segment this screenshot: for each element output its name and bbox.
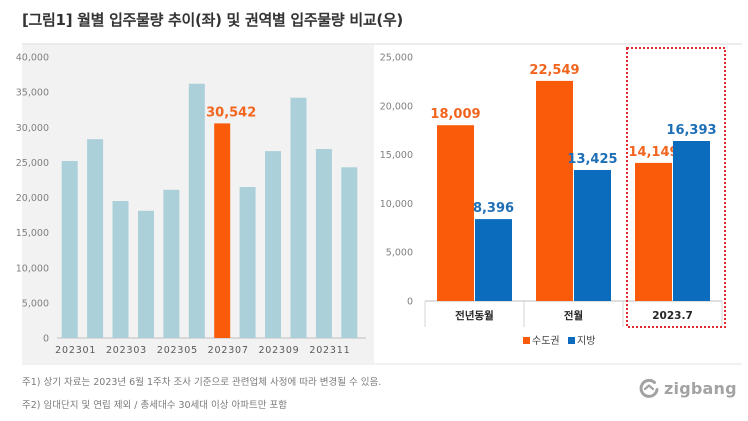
category-label: 전월: [564, 309, 583, 322]
left-y-tick-label: 25,000: [16, 158, 49, 169]
month-bar: [112, 201, 129, 338]
month-bar: [138, 210, 154, 338]
legend-swatch-regional: [568, 337, 575, 344]
regional-bar: [673, 141, 710, 301]
left-data-label: 30,542: [206, 105, 256, 120]
capital-area-bar: [437, 125, 474, 301]
left-y-tick-label: 15,000: [16, 228, 49, 239]
category-label: 전년동월: [455, 309, 494, 322]
legend: 수도권 지방: [523, 335, 595, 347]
highlight-box: [626, 47, 726, 328]
legend-swatch-capital-area: [523, 337, 530, 344]
left-x-tick-label: 202305: [157, 345, 198, 356]
month-bar: [290, 97, 307, 338]
left-y-tick-label: 35,000: [16, 88, 49, 99]
legend-label-capital-area: 수도권: [532, 335, 560, 347]
regional-data-label: 8,396: [473, 201, 514, 216]
capital-area-data-label: 22,549: [529, 63, 579, 78]
right-y-tick-label: 20,000: [380, 101, 413, 112]
left-y-tick-label: 0: [43, 334, 49, 345]
left-y-tick-label: 5,000: [22, 298, 49, 309]
month-bar: [239, 187, 256, 338]
regional-data-label: 13,425: [567, 152, 617, 167]
monthly-move-in-chart: 0 5,000 10,000 15,000 20,000 25,000 30,000 35,0…: [16, 53, 366, 356]
month-bar: [163, 189, 180, 338]
logo-text: zigbang: [664, 378, 737, 398]
left-x-tick-label: 202303: [106, 345, 147, 356]
month-bar: [61, 161, 78, 338]
regional-bar: [475, 219, 512, 301]
capital-area-data-label: 14,149: [628, 145, 678, 160]
zigbang-logo: zigbang: [638, 377, 737, 399]
left-x-tick-label: 202309: [258, 345, 299, 356]
left-y-tick-label: 20,000: [16, 193, 49, 204]
figure-title: [그림1] 월별 입주물량 추이(좌) 및 권역별 입주물량 비교(우): [22, 11, 403, 29]
right-y-tick-label: 5,000: [386, 248, 413, 259]
left-x-tick-label: 202311: [309, 345, 350, 356]
regional-bar: [574, 170, 611, 301]
legend-label-regional: 지방: [577, 335, 595, 347]
category-label: 2023.7: [652, 310, 693, 322]
regional-comparison-chart: 0 5,000 10,000 15,000 20,000 25,000 18,009 8,39…: [380, 53, 723, 327]
capital-area-bar: [536, 80, 573, 302]
footnote-1: 주1) 상기 자료는 2023년 6월 1주차 조사 기준으로 관련업체 사정에…: [22, 377, 382, 388]
month-bar: [315, 149, 332, 338]
left-x-tick-label: 202307: [208, 345, 249, 356]
right-y-tick-label: 15,000: [380, 150, 413, 161]
zigbang-logo-icon: [639, 378, 659, 398]
highlight-month-bar: [214, 123, 231, 339]
month-bar: [341, 167, 358, 338]
capital-area-bar: [635, 162, 672, 301]
left-y-tick-label: 10,000: [16, 263, 49, 274]
left-y-tick-label: 40,000: [16, 53, 49, 64]
footnote-2: 주2) 임대단지 및 연립 제외 / 총세대수 30세대 이상 아파트만 포함: [22, 400, 287, 411]
regional-data-label: 16,393: [666, 123, 716, 138]
left-x-tick-label: 202301: [55, 345, 96, 356]
right-y-tick-label: 10,000: [380, 199, 413, 210]
left-y-tick-label: 30,000: [16, 123, 49, 134]
month-bar: [87, 139, 104, 338]
right-y-tick-label: 25,000: [380, 53, 413, 64]
capital-area-data-label: 18,009: [430, 107, 480, 122]
month-bar: [265, 151, 281, 338]
right-y-tick-label: 0: [407, 297, 413, 308]
month-bar: [188, 83, 205, 338]
